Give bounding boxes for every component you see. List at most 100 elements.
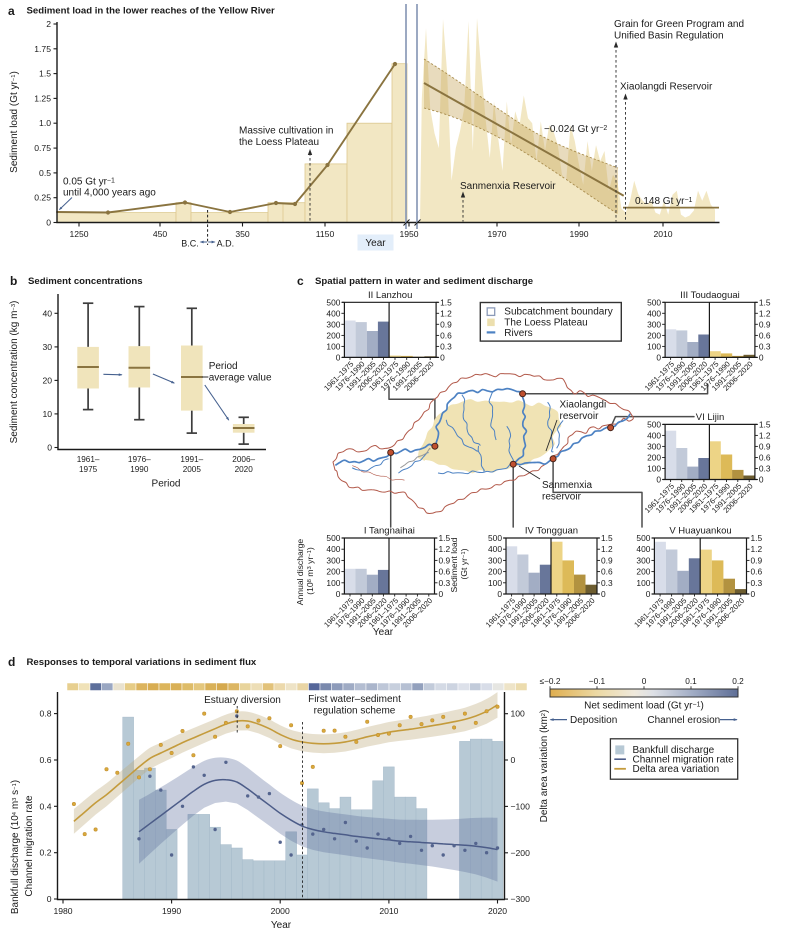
svg-text:0.9: 0.9 — [601, 555, 613, 565]
svg-text:0: 0 — [511, 755, 516, 765]
svg-text:500: 500 — [488, 533, 502, 543]
svg-text:2: 2 — [46, 19, 51, 29]
svg-text:Deposition: Deposition — [570, 715, 617, 726]
svg-text:200: 200 — [488, 567, 502, 577]
svg-text:450: 450 — [153, 229, 168, 239]
svg-text:until 4,000 years ago: until 4,000 years ago — [63, 188, 156, 199]
svg-text:100: 100 — [647, 464, 661, 474]
svg-text:40: 40 — [42, 308, 52, 318]
svg-text:500: 500 — [647, 297, 661, 307]
svg-text:1990: 1990 — [162, 906, 181, 916]
svg-text:Spatial pattern in water and s: Spatial pattern in water and sediment di… — [315, 276, 533, 287]
svg-text:1.5: 1.5 — [759, 297, 771, 307]
svg-text:0.6: 0.6 — [751, 567, 763, 577]
svg-text:200: 200 — [636, 567, 650, 577]
svg-text:200: 200 — [326, 567, 340, 577]
svg-text:(108 m3 yr−1): (108 m3 yr−1) — [305, 547, 315, 595]
svg-text:0.3: 0.3 — [751, 578, 763, 588]
svg-text:0: 0 — [47, 894, 52, 904]
svg-text:1.2: 1.2 — [439, 544, 451, 554]
svg-text:Delta area variation: Delta area variation — [633, 764, 720, 775]
svg-text:500: 500 — [326, 533, 340, 543]
svg-text:1.5: 1.5 — [39, 69, 51, 79]
svg-text:0: 0 — [759, 475, 764, 485]
svg-text:0.148 Gt yr−1: 0.148 Gt yr−1 — [635, 196, 693, 207]
svg-text:200: 200 — [647, 453, 661, 463]
svg-text:0.9: 0.9 — [759, 319, 771, 329]
svg-text:0: 0 — [336, 589, 341, 599]
svg-text:Unified Basin Regulation: Unified Basin Regulation — [614, 31, 724, 42]
svg-text:1.5: 1.5 — [751, 533, 763, 543]
svg-text:400: 400 — [647, 308, 661, 318]
svg-text:−0.1: −0.1 — [589, 676, 606, 686]
svg-text:500: 500 — [636, 533, 650, 543]
svg-text:350: 350 — [235, 229, 250, 239]
svg-text:1.2: 1.2 — [440, 308, 452, 318]
svg-text:Sediment concentrations: Sediment concentrations — [28, 276, 143, 287]
svg-text:Xiaolangdi Reservoir: Xiaolangdi Reservoir — [620, 82, 713, 93]
svg-text:reservoir: reservoir — [560, 411, 600, 422]
svg-text:Massive cultivation in: Massive cultivation in — [239, 126, 333, 137]
svg-text:0.3: 0.3 — [759, 341, 771, 351]
svg-text:Channel migration rate: Channel migration rate — [24, 795, 35, 897]
svg-text:0: 0 — [751, 589, 756, 599]
svg-text:III Toudaoguai: III Toudaoguai — [680, 290, 740, 301]
svg-text:1975: 1975 — [79, 465, 98, 474]
svg-text:−200: −200 — [511, 848, 531, 858]
svg-text:0: 0 — [759, 352, 764, 362]
svg-text:VI Lijin: VI Lijin — [696, 412, 725, 423]
svg-text:0.25: 0.25 — [34, 193, 51, 203]
svg-text:0: 0 — [656, 475, 661, 485]
svg-text:−300: −300 — [511, 894, 531, 904]
svg-text:1.5: 1.5 — [440, 297, 452, 307]
svg-text:2020: 2020 — [235, 465, 254, 474]
svg-text:Sanmenxia Reservoir: Sanmenxia Reservoir — [460, 181, 556, 192]
svg-text:0: 0 — [440, 352, 445, 362]
svg-text:I Tangnaihai: I Tangnaihai — [364, 526, 415, 537]
svg-text:2010: 2010 — [653, 229, 672, 239]
svg-text:0.5: 0.5 — [39, 168, 51, 178]
svg-text:0.3: 0.3 — [759, 464, 771, 474]
svg-text:1150: 1150 — [316, 229, 335, 239]
svg-text:100: 100 — [511, 709, 526, 719]
svg-text:200: 200 — [326, 330, 340, 340]
svg-text:0.05 Gt yr−1: 0.05 Gt yr−1 — [63, 177, 115, 188]
svg-text:300: 300 — [488, 555, 502, 565]
svg-text:regulation scheme: regulation scheme — [314, 706, 396, 717]
svg-text:Subcatchment boundary: Subcatchment boundary — [504, 307, 612, 318]
svg-text:1976–: 1976– — [128, 455, 151, 464]
svg-text:Annual discharge: Annual discharge — [295, 539, 305, 606]
svg-text:1.25: 1.25 — [34, 93, 51, 103]
svg-text:0: 0 — [46, 218, 51, 228]
svg-text:1.5: 1.5 — [601, 533, 613, 543]
svg-text:IV Tongguan: IV Tongguan — [525, 526, 578, 537]
svg-text:400: 400 — [326, 308, 340, 318]
svg-text:400: 400 — [636, 544, 650, 554]
svg-text:Grain for Green Program and: Grain for Green Program and — [614, 19, 744, 30]
svg-text:0.6: 0.6 — [440, 330, 452, 340]
svg-text:average value: average value — [209, 372, 272, 383]
svg-text:1950: 1950 — [399, 229, 418, 239]
svg-text:1250: 1250 — [69, 229, 88, 239]
svg-text:1.75: 1.75 — [34, 44, 51, 54]
svg-text:d: d — [8, 655, 15, 669]
svg-text:Period: Period — [152, 479, 181, 490]
svg-text:500: 500 — [647, 419, 661, 429]
svg-text:0: 0 — [646, 589, 651, 599]
svg-text:300: 300 — [326, 555, 340, 565]
svg-text:0.6: 0.6 — [601, 567, 613, 577]
svg-text:400: 400 — [488, 544, 502, 554]
svg-text:0.3: 0.3 — [440, 341, 452, 351]
svg-text:Sanmenxia: Sanmenxia — [542, 480, 592, 491]
svg-text:0: 0 — [439, 589, 444, 599]
svg-text:A.D.: A.D. — [217, 239, 235, 249]
svg-text:0: 0 — [47, 443, 52, 453]
svg-text:0.4: 0.4 — [40, 801, 52, 811]
svg-text:Year: Year — [365, 238, 386, 249]
svg-text:0.2: 0.2 — [732, 676, 744, 686]
svg-text:(Gt yr−1): (Gt yr−1) — [459, 548, 469, 579]
svg-text:0: 0 — [497, 589, 502, 599]
svg-text:a: a — [8, 4, 15, 18]
svg-text:c: c — [297, 274, 304, 288]
svg-text:the Loess Plateau: the Loess Plateau — [239, 137, 319, 148]
